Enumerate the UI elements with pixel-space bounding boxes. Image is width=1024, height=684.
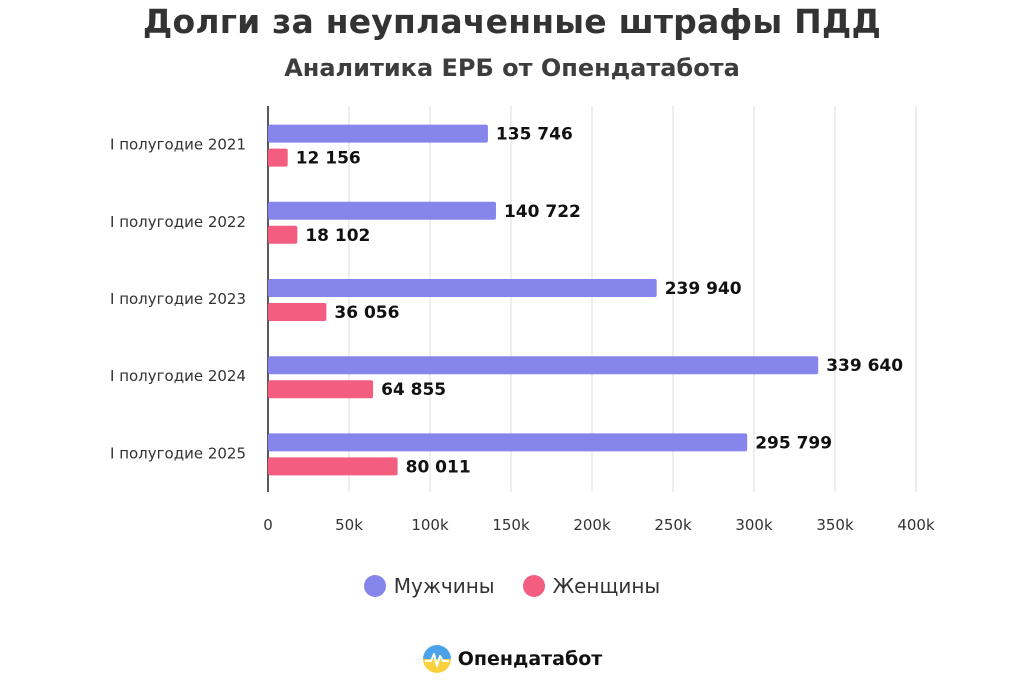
bar-women [268,225,298,244]
x-tick-label: 50k [335,516,363,534]
bar-men [268,356,819,375]
bar-men [268,433,748,452]
data-label: 80 011 [406,457,471,477]
chart-subtitle: Аналитика ЕРБ от Опендатабота [284,54,740,82]
bar-women [268,457,398,476]
opendatabot-logo-icon [422,645,451,673]
legend-label-women: Женщины [552,574,661,598]
x-tick-label: 350k [816,516,854,534]
bar-women [268,303,327,321]
data-label: 18 102 [305,226,370,246]
data-label: 239 940 [665,279,742,299]
legend-swatch-women [522,575,545,597]
bar-men [268,124,488,143]
data-label: 12 156 [296,149,361,169]
data-label: 295 799 [755,433,832,453]
data-label: 64 855 [381,380,446,400]
x-tick-label: 300k [735,516,773,534]
x-tick-label: 100k [411,516,449,534]
category-label: I полугодие 2024 [110,367,246,385]
legend-item-women[interactable]: Женщины [522,574,661,598]
data-label: 36 056 [334,303,399,323]
bar-women [268,148,288,167]
data-label: 135 746 [496,125,573,145]
brand: Опендатабот [0,644,1024,674]
bar-women [268,380,374,399]
category-label: I полугодие 2023 [110,290,246,308]
brand-name: Опендатабот [457,648,603,670]
category-label: I полугодие 2021 [110,136,246,154]
bar-men [268,201,496,220]
bar-men [268,279,657,297]
category-label: I полугодие 2025 [110,444,246,462]
x-tick-label: 150k [492,516,530,534]
legend-item-men[interactable]: Мужчины [363,574,495,598]
x-tick-label: 0 [263,516,273,534]
legend-swatch-men [363,575,386,597]
data-label: 339 640 [826,356,903,376]
bar-chart: 0 50k 100k 150k 200k 250k 300k 350k 400k I полуго… [110,106,935,534]
x-tick-label: 250k [654,516,692,534]
chart-legend: Мужчины Женщины [0,574,1024,598]
category-label: I полугодие 2022 [110,213,246,231]
x-tick-label: 400k [897,516,935,534]
x-tick-label: 200k [573,516,611,534]
chart-title: Долги за неуплаченные штрафы ПДД [142,2,882,41]
data-label: 140 722 [504,202,581,222]
legend-label-men: Мужчины [393,574,495,598]
